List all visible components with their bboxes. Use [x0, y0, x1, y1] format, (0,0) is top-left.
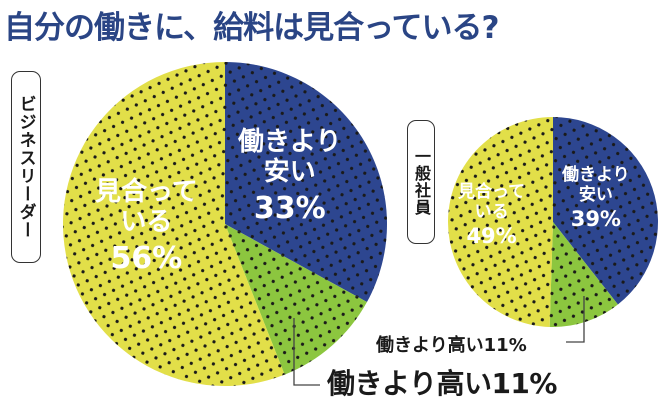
pie-slice-dot-pattern	[447, 117, 553, 327]
pie-slice-dot-pattern	[225, 62, 387, 303]
slice-label-line: 働きより	[562, 165, 630, 185]
slice-percent: 56%	[110, 240, 183, 276]
pie-slice-dot-pattern	[553, 117, 659, 305]
slice-label-line: いる	[474, 201, 509, 222]
slice-label-fit-leader: 見合って いる 56%	[95, 177, 198, 276]
group-label-general-staff: 一般社員	[407, 120, 435, 244]
slice-percent: 33%	[253, 190, 326, 226]
slice-label-line: 働きより	[238, 127, 342, 157]
slice-label-line: いる	[120, 206, 173, 237]
slice-label-line: 見合って	[95, 177, 198, 207]
slice-label-cheap-staff: 働きより 安い 39%	[562, 165, 630, 232]
callout-leader-line-big	[293, 318, 320, 386]
group-label-text: 一般社員	[412, 148, 431, 216]
slice-percent: 49%	[466, 224, 517, 249]
callout-high-leader: 働きより高い11%	[327, 367, 557, 400]
group-label-text: ビジネスリーダー	[15, 95, 36, 239]
callout-leader-line-small	[566, 296, 585, 343]
pie-slice-dot-pattern	[225, 224, 367, 375]
slice-label-cheap-leader: 働きより 安い 33%	[238, 127, 342, 226]
group-label-business-leader: ビジネスリーダー	[11, 71, 41, 263]
chart-title: 自分の働きに、給料は見合っている?	[4, 10, 500, 46]
slice-label-line: 安い	[263, 156, 316, 187]
pie-slice-dot-pattern	[549, 222, 618, 327]
pie-business-leader	[62, 62, 387, 387]
slice-percent: 39%	[570, 207, 621, 232]
pie-slice-dot-pattern	[62, 62, 285, 387]
slice-label-fit-staff: 見合って いる 49%	[458, 182, 526, 249]
pie-general-staff	[447, 117, 659, 327]
slice-label-line: 見合って	[458, 182, 526, 202]
slice-label-line: 安い	[578, 184, 613, 205]
callout-high-staff: 働きより高い11%	[376, 335, 527, 356]
